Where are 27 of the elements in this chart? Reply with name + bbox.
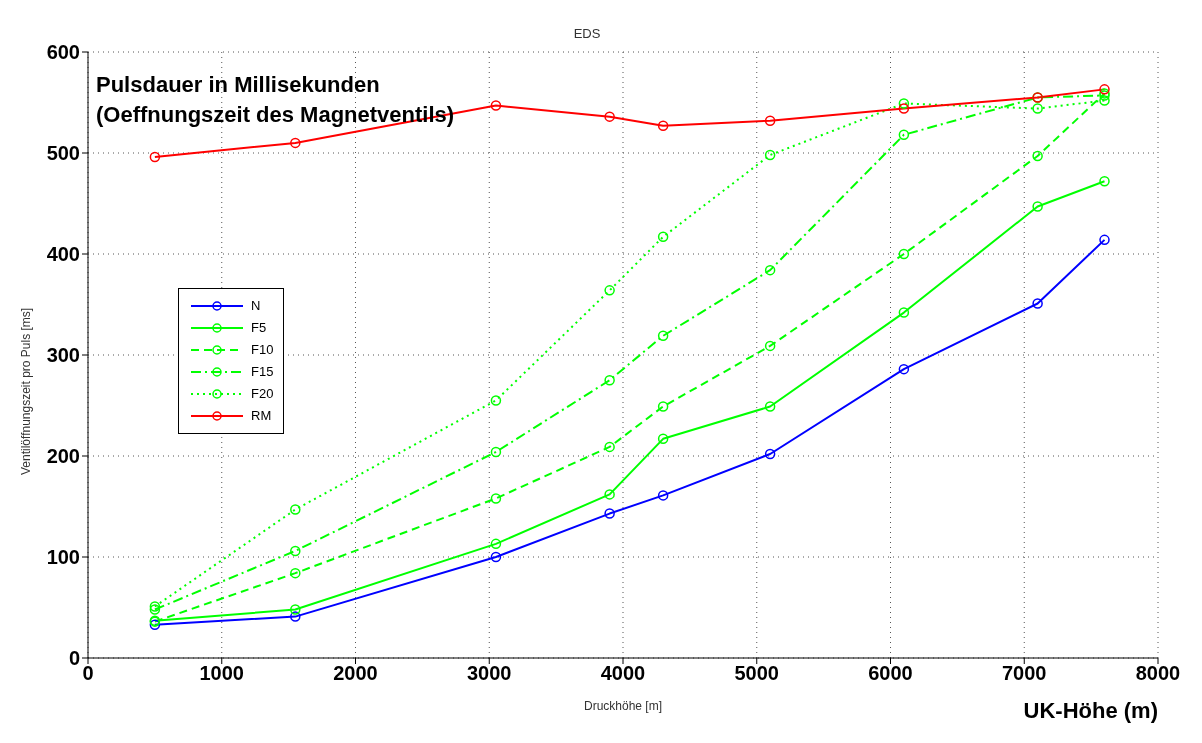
x-tick-label: 8000 — [1135, 662, 1181, 685]
annotation: Pulsdauer in Millisekunden (Oeffnungszeit des Magnetventils) — [96, 71, 455, 129]
legend-label: RM — [251, 407, 272, 425]
y-tick-label: 300 — [46, 344, 80, 367]
x-tick-label: 1000 — [199, 662, 244, 685]
legend-label: N — [251, 297, 261, 315]
text: UK-Höhe (m) — [1023, 698, 1158, 724]
y-tick-label: 500 — [46, 142, 80, 165]
legend-label: F15 — [251, 363, 274, 381]
legend-label: F5 — [251, 319, 267, 337]
y-tick-label: 100 — [46, 546, 80, 569]
y-tick-label: 600 — [46, 41, 80, 64]
legend-label: F10 — [251, 341, 274, 359]
x-tick-label: 3000 — [467, 662, 512, 685]
y-axis-title: Ventilöffnungszeit pro Puls [ms] — [19, 307, 34, 475]
x-axis-title: Druckhöhe [m] — [583, 699, 663, 713]
chart-title: EDS — [573, 26, 601, 41]
x-tick-label: 6000 — [868, 662, 913, 685]
x-tick-label: 5000 — [734, 662, 779, 685]
y-tick-label: 400 — [46, 243, 80, 266]
x-tick-label: 7000 — [1002, 662, 1047, 685]
legend-label: F20 — [251, 385, 274, 403]
y-tick-label: 0 — [68, 647, 80, 670]
x-tick-label: 0 — [82, 662, 94, 685]
x-tick-label: 2000 — [333, 662, 378, 685]
y-tick-label: 200 — [46, 445, 80, 468]
x-tick-label: 4000 — [600, 662, 646, 685]
